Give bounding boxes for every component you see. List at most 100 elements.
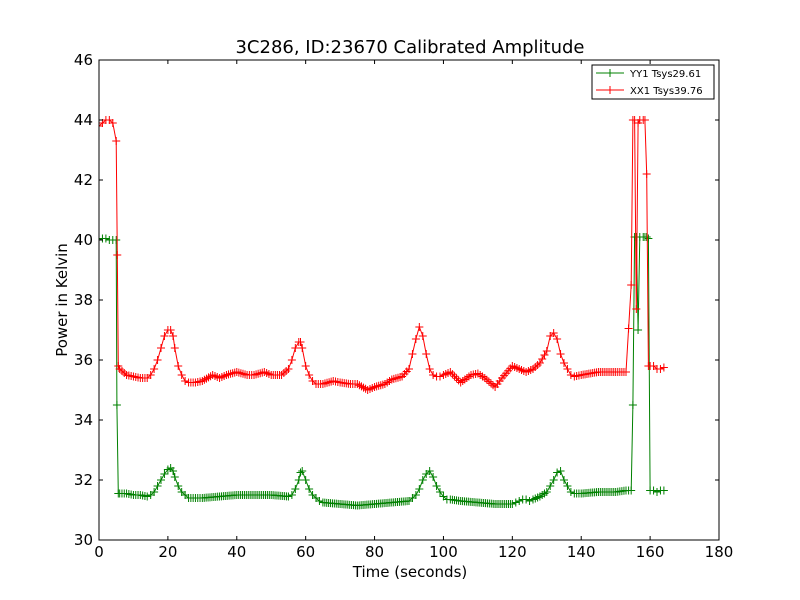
legend-box bbox=[591, 64, 715, 100]
data-point bbox=[640, 116, 649, 124]
data-point bbox=[627, 281, 636, 289]
data-point bbox=[566, 488, 575, 496]
sample-marker bbox=[393, 373, 402, 382]
sample-marker bbox=[254, 369, 263, 378]
data-point bbox=[642, 170, 651, 178]
data-point bbox=[628, 401, 637, 409]
data-point bbox=[305, 371, 314, 379]
data-point bbox=[150, 365, 159, 373]
plot-area: 0 20 40 60 80 100 120 140 160 180 30 32 34 36 38 40 42 44… bbox=[74, 51, 733, 561]
data-point bbox=[315, 497, 324, 505]
data-point bbox=[622, 368, 630, 376]
sample-marker bbox=[355, 381, 364, 390]
sample-marker bbox=[460, 375, 469, 384]
data-point bbox=[415, 485, 424, 493]
data-point bbox=[146, 371, 155, 379]
sample-marker bbox=[378, 380, 387, 389]
sample-marker bbox=[464, 372, 473, 381]
data-point bbox=[181, 377, 190, 385]
data-point bbox=[170, 344, 179, 352]
data-point bbox=[515, 497, 524, 505]
x-tick-label: 120 bbox=[498, 543, 527, 561]
data-point bbox=[418, 476, 427, 484]
legend: YY1 Tsys29.61 XX1 Tsys39.76 bbox=[591, 64, 715, 100]
data-point bbox=[153, 482, 162, 490]
data-point bbox=[157, 344, 165, 352]
x-tick-label: 20 bbox=[158, 543, 177, 561]
data-point bbox=[422, 350, 431, 358]
x-tick-label: 60 bbox=[296, 543, 315, 561]
data-point bbox=[522, 495, 531, 504]
sample-marker bbox=[252, 370, 261, 379]
sample-marker bbox=[234, 368, 243, 377]
data-point bbox=[418, 332, 427, 340]
data-point bbox=[169, 467, 178, 475]
x-tick-label: 160 bbox=[636, 543, 665, 561]
data-point bbox=[305, 485, 314, 493]
y-tick-label: 42 bbox=[74, 171, 93, 189]
sample-marker bbox=[224, 370, 233, 379]
data-point bbox=[287, 491, 296, 499]
x-axis-title: Time (seconds) bbox=[352, 563, 468, 581]
sample-marker bbox=[226, 369, 235, 378]
sample-marker bbox=[391, 374, 400, 383]
sample-marker bbox=[359, 383, 368, 392]
data-point bbox=[112, 137, 121, 145]
legend-entry-yy1: YY1 Tsys29.61 bbox=[596, 69, 701, 80]
sample-marker bbox=[357, 382, 366, 391]
x-tick-label: 80 bbox=[365, 543, 384, 561]
data-point bbox=[446, 368, 455, 376]
data-point bbox=[525, 497, 534, 505]
data-point bbox=[298, 344, 307, 352]
data-point bbox=[166, 326, 175, 334]
y-tick-label: 40 bbox=[74, 231, 93, 249]
sample-marker bbox=[376, 381, 385, 390]
data-point bbox=[411, 335, 420, 343]
data-point bbox=[101, 234, 110, 243]
chart-title: 3C286, ID:23670 Calibrated Amplitude bbox=[235, 37, 584, 58]
sample-marker bbox=[202, 374, 211, 383]
data-point bbox=[108, 119, 117, 127]
sample-marker bbox=[241, 370, 250, 379]
y-axis-title: Power in Kelvin bbox=[53, 243, 71, 357]
data-point bbox=[508, 500, 517, 508]
data-point bbox=[284, 492, 293, 501]
data-point bbox=[659, 486, 668, 495]
data-point bbox=[553, 335, 562, 343]
legend-entry-xx1: XX1 Tsys39.76 bbox=[596, 86, 703, 97]
data-point bbox=[546, 482, 555, 490]
data-point bbox=[542, 347, 551, 355]
data-point bbox=[436, 488, 444, 496]
data-point bbox=[429, 473, 438, 481]
data-point bbox=[232, 368, 241, 376]
data-point bbox=[113, 251, 122, 259]
data-point bbox=[566, 371, 575, 379]
ticks-layer: 0 20 40 60 80 100 120 140 160 180 30 32 34 36 38 40 42 44… bbox=[74, 51, 733, 561]
series-xx1 bbox=[99, 116, 668, 394]
data-point bbox=[656, 365, 665, 373]
data-point bbox=[318, 380, 327, 388]
data-point bbox=[556, 350, 565, 358]
sample-marker bbox=[448, 370, 457, 379]
sample-marker bbox=[238, 369, 247, 378]
data-point bbox=[560, 359, 568, 367]
data-point bbox=[370, 383, 379, 391]
sample-marker bbox=[452, 374, 461, 383]
legend-label-xx1: XX1 Tsys39.76 bbox=[630, 86, 703, 97]
data-point bbox=[563, 482, 572, 490]
data-point bbox=[174, 482, 183, 490]
data-point bbox=[291, 344, 300, 352]
data-point bbox=[405, 365, 413, 373]
data-point bbox=[174, 362, 183, 370]
data-point bbox=[415, 323, 424, 331]
data-point bbox=[298, 467, 307, 475]
data-point bbox=[644, 234, 653, 243]
data-point bbox=[563, 365, 572, 373]
y-tick-label: 32 bbox=[74, 471, 93, 489]
data-point bbox=[549, 329, 558, 337]
sample-marker bbox=[486, 379, 495, 388]
data-point bbox=[649, 486, 658, 495]
data-point bbox=[150, 488, 159, 496]
data-point bbox=[642, 233, 651, 241]
sample-marker bbox=[489, 381, 498, 390]
